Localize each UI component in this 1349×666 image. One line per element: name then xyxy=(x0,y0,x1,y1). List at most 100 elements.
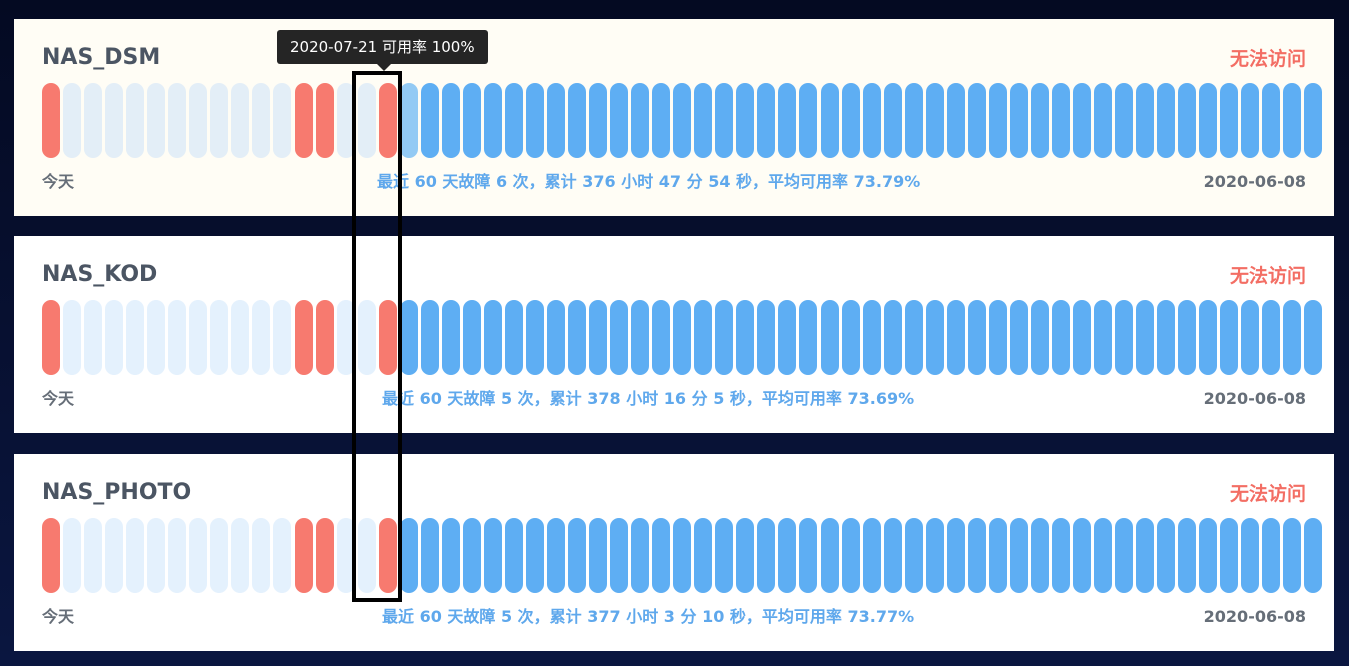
day-bar-none[interactable] xyxy=(189,518,208,593)
day-bar-ok[interactable] xyxy=(1157,300,1176,375)
day-bar-ok[interactable] xyxy=(568,300,586,375)
day-bar-ok[interactable] xyxy=(1262,83,1281,158)
day-bar-none[interactable] xyxy=(147,300,166,375)
day-bar-none[interactable] xyxy=(105,83,124,158)
day-bar-ok[interactable] xyxy=(1030,300,1049,375)
day-bar-ok[interactable] xyxy=(1157,83,1176,158)
day-bar-ok[interactable] xyxy=(504,83,523,158)
day-bar-ok[interactable] xyxy=(673,300,692,375)
day-bar-ok[interactable] xyxy=(504,300,523,375)
day-bar-ok[interactable] xyxy=(610,300,629,375)
day-bar-ok[interactable] xyxy=(778,83,797,158)
day-bar-ok[interactable] xyxy=(1136,300,1155,375)
day-bar-none[interactable] xyxy=(63,300,81,375)
day-bar-fail[interactable] xyxy=(378,300,397,375)
day-bar-ok[interactable] xyxy=(1241,300,1260,375)
day-bar-ok[interactable] xyxy=(547,518,565,593)
day-bar-ok[interactable] xyxy=(631,300,650,375)
day-bar-ok[interactable] xyxy=(1283,300,1302,375)
day-bar-ok[interactable] xyxy=(694,300,713,375)
day-bar-ok[interactable] xyxy=(1094,518,1112,593)
day-bar-ok[interactable] xyxy=(441,518,460,593)
day-bar-ok[interactable] xyxy=(841,518,860,593)
day-bar-ok[interactable] xyxy=(757,300,776,375)
day-bar-none[interactable] xyxy=(210,300,229,375)
day-bar-none[interactable] xyxy=(126,518,145,593)
day-bar-ok[interactable] xyxy=(610,83,629,158)
day-bar-ok[interactable] xyxy=(736,83,755,158)
day-bar-ok[interactable] xyxy=(1178,83,1197,158)
day-bar-ok[interactable] xyxy=(483,518,502,593)
day-bar-ok[interactable] xyxy=(1073,518,1091,593)
day-bar-none[interactable] xyxy=(336,300,355,375)
day-bar-ok[interactable] xyxy=(441,300,460,375)
day-bar-ok[interactable] xyxy=(462,518,481,593)
day-bar-ok[interactable] xyxy=(483,83,502,158)
day-bar-ok[interactable] xyxy=(841,83,860,158)
day-bar-ok[interactable] xyxy=(736,518,755,593)
day-bar-ok[interactable] xyxy=(988,518,1007,593)
day-bar-ok[interactable] xyxy=(883,300,902,375)
day-bar-ok[interactable] xyxy=(946,83,965,158)
day-bar-ok[interactable] xyxy=(589,518,607,593)
day-bar-none[interactable] xyxy=(231,518,250,593)
day-bar-ok[interactable] xyxy=(1051,300,1070,375)
day-bar-fail[interactable] xyxy=(294,300,313,375)
day-bar-ok[interactable] xyxy=(399,300,418,375)
day-bar-fail[interactable] xyxy=(378,83,397,158)
day-bar-ok[interactable] xyxy=(1051,518,1070,593)
day-bar-none[interactable] xyxy=(126,83,145,158)
day-bar-none[interactable] xyxy=(126,300,145,375)
day-bar-ok[interactable] xyxy=(967,518,986,593)
day-bar-ok[interactable] xyxy=(778,300,797,375)
day-bar-none[interactable] xyxy=(63,83,81,158)
day-bar-ok[interactable] xyxy=(820,518,839,593)
day-bar-ok[interactable] xyxy=(483,300,502,375)
day-bar-ok[interactable] xyxy=(904,300,923,375)
day-bar-ok[interactable] xyxy=(441,83,460,158)
day-bar-none[interactable] xyxy=(357,300,376,375)
day-bar-ok[interactable] xyxy=(568,83,586,158)
day-bar-none[interactable] xyxy=(84,518,103,593)
day-bar-ok[interactable] xyxy=(420,300,439,375)
day-bar-ok[interactable] xyxy=(757,518,776,593)
day-bar-none[interactable] xyxy=(105,518,124,593)
day-bar-ok[interactable] xyxy=(988,300,1007,375)
day-bar-none[interactable] xyxy=(231,300,250,375)
day-bar-none[interactable] xyxy=(336,518,355,593)
day-bar-ok[interactable] xyxy=(1199,300,1218,375)
day-bar-none[interactable] xyxy=(84,83,103,158)
day-bar-fail[interactable] xyxy=(42,300,60,375)
day-bar-none[interactable] xyxy=(63,518,81,593)
day-bar-fail[interactable] xyxy=(315,300,334,375)
day-bar-ok[interactable] xyxy=(904,83,923,158)
day-bar-ok[interactable] xyxy=(1220,300,1239,375)
day-bar-ok[interactable] xyxy=(1283,518,1302,593)
day-bar-none[interactable] xyxy=(252,83,271,158)
day-bar-none[interactable] xyxy=(273,300,292,375)
day-bar-ok[interactable] xyxy=(1073,83,1091,158)
day-bar-ok[interactable] xyxy=(820,300,839,375)
day-bar-ok[interactable] xyxy=(1030,518,1049,593)
day-bar-ok[interactable] xyxy=(967,300,986,375)
day-bar-ok[interactable] xyxy=(862,300,881,375)
day-bar-none[interactable] xyxy=(252,300,271,375)
day-bar-ok[interactable] xyxy=(1199,83,1218,158)
day-bar-none[interactable] xyxy=(231,83,250,158)
day-bar-fail[interactable] xyxy=(42,518,60,593)
day-bar-ok[interactable] xyxy=(1304,83,1323,158)
day-bar-none[interactable] xyxy=(105,300,124,375)
day-bar-ok[interactable] xyxy=(1051,83,1070,158)
day-bar-ok[interactable] xyxy=(568,518,586,593)
day-bar-fail[interactable] xyxy=(294,83,313,158)
day-bar-ok[interactable] xyxy=(925,83,944,158)
day-bar-ok[interactable] xyxy=(652,83,671,158)
day-bar-ok[interactable] xyxy=(610,518,629,593)
day-bar-ok[interactable] xyxy=(1241,518,1260,593)
day-bar-ok[interactable] xyxy=(1178,518,1197,593)
day-bar-ok[interactable] xyxy=(1220,518,1239,593)
day-bar-ok[interactable] xyxy=(946,300,965,375)
day-bar-ok[interactable] xyxy=(589,300,607,375)
day-bar-ok[interactable] xyxy=(420,518,439,593)
day-bar-ok[interactable] xyxy=(778,518,797,593)
